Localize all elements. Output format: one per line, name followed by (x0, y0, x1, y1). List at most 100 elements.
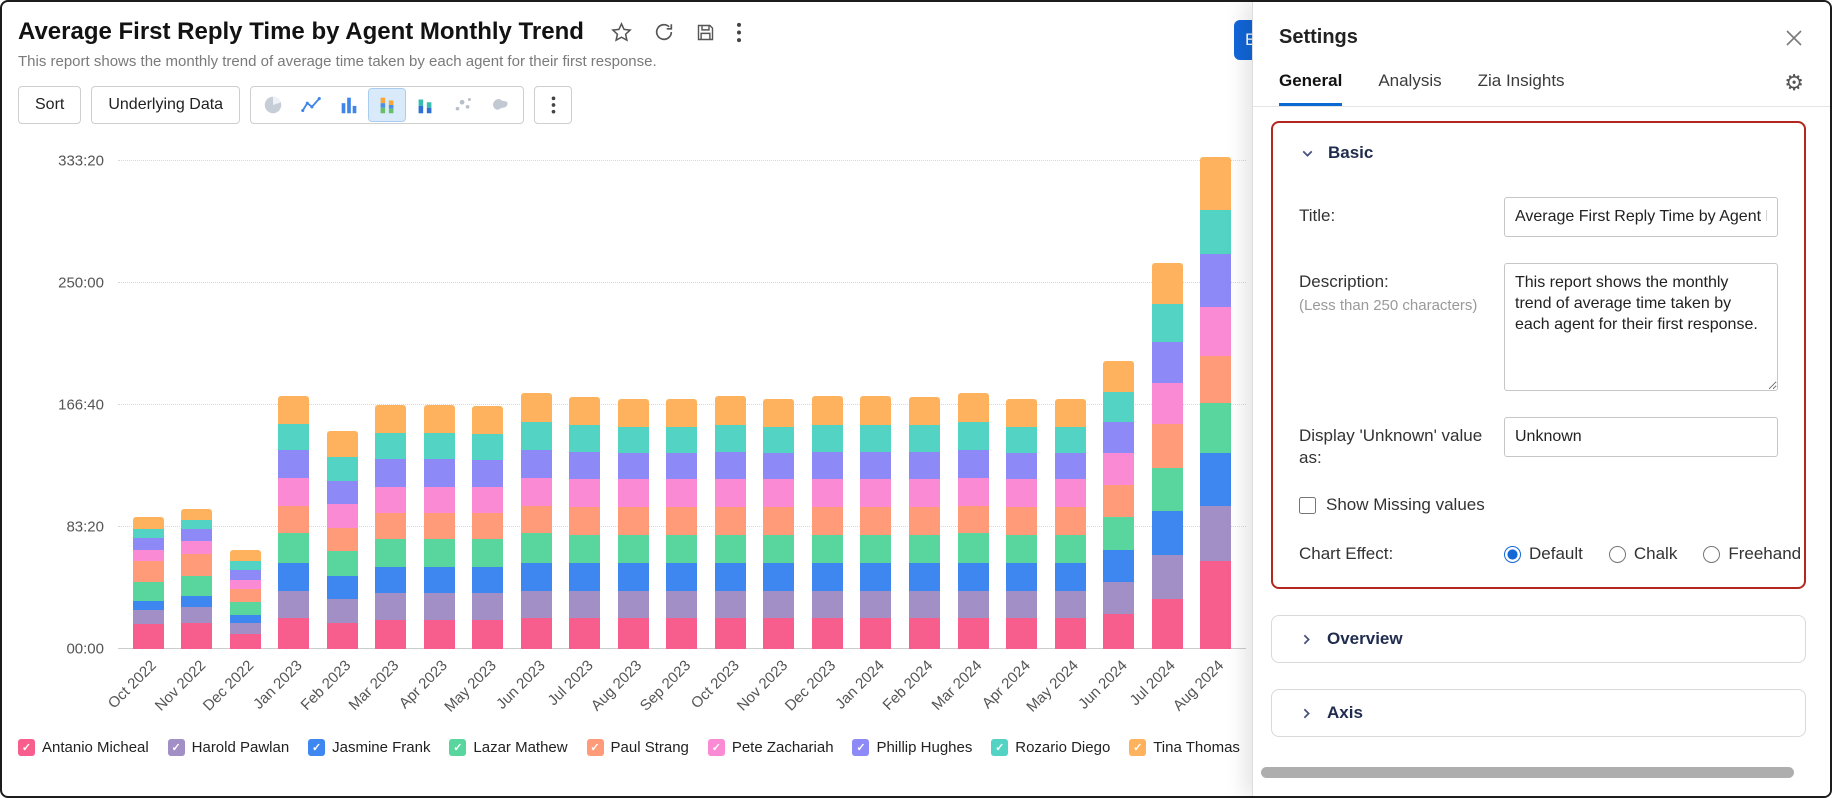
bar-segment[interactable] (423, 619, 455, 649)
bar-segment[interactable] (278, 562, 310, 591)
bar-segment[interactable] (569, 507, 601, 535)
bar-segment[interactable] (229, 615, 261, 623)
bar-segment[interactable] (229, 634, 261, 649)
bar-segment[interactable] (569, 451, 601, 480)
legend-item-phillip-hughes[interactable]: ✓ Phillip Hughes (852, 739, 972, 756)
bar-segment[interactable] (132, 624, 164, 649)
bar-segment[interactable] (1200, 306, 1232, 357)
bar-segment[interactable] (181, 540, 213, 554)
bar-segment[interactable] (909, 479, 940, 508)
stacked-bar-apr-2023[interactable] (423, 404, 455, 649)
bar-segment[interactable] (181, 606, 213, 623)
bar-segment[interactable] (326, 622, 358, 649)
bar-segment[interactable] (763, 426, 795, 454)
legend-item-antanio-micheal[interactable]: ✓ Antanio Micheal (18, 739, 149, 756)
bar-segment[interactable] (860, 590, 892, 619)
chart-effect-radio-freehand[interactable] (1703, 545, 1721, 563)
bar-segment[interactable] (472, 539, 504, 568)
bar-segment[interactable] (811, 507, 843, 535)
section-basic-header[interactable]: Basic (1299, 143, 1778, 163)
bar-segment[interactable] (957, 477, 989, 506)
bar-segment[interactable] (714, 395, 746, 426)
bar-segment[interactable] (811, 395, 843, 426)
bar-segment[interactable] (617, 479, 649, 508)
bar-segment[interactable] (860, 562, 892, 591)
bar-segment[interactable] (375, 513, 407, 540)
bar-segment[interactable] (132, 561, 164, 582)
bar-segment[interactable] (520, 618, 552, 649)
bar-segment[interactable] (326, 575, 358, 600)
bar-segment[interactable] (860, 479, 892, 508)
bar-segment[interactable] (520, 450, 552, 478)
bar-segment[interactable] (423, 404, 455, 433)
bar-segment[interactable] (1200, 209, 1232, 254)
bar-segment[interactable] (1200, 356, 1232, 404)
legend-item-tina-thomas[interactable]: ✓ Tina Thomas (1129, 739, 1240, 756)
bar-segment[interactable] (957, 450, 989, 478)
bar-segment[interactable] (909, 562, 940, 591)
bar-segment[interactable] (763, 590, 795, 619)
bar-segment[interactable] (714, 425, 746, 452)
bar-segment[interactable] (763, 618, 795, 649)
stacked-bar-dec-2022[interactable] (229, 549, 261, 649)
bar-segment[interactable] (569, 562, 601, 591)
bar-segment[interactable] (1103, 485, 1135, 518)
bar-segment[interactable] (860, 395, 892, 426)
bar-segment[interactable] (472, 619, 504, 649)
bar-segment[interactable] (375, 539, 407, 568)
bar-segment[interactable] (909, 534, 940, 563)
chart-effect-radio-default[interactable] (1504, 545, 1521, 563)
bar-segment[interactable] (132, 581, 164, 601)
bar-segment[interactable] (957, 392, 989, 423)
line-chart-icon[interactable] (293, 89, 329, 121)
bar-segment[interactable] (1006, 398, 1038, 427)
bar-segment[interactable] (763, 507, 795, 535)
stacked-bar-jan-2024[interactable] (860, 395, 892, 649)
save-icon[interactable] (695, 22, 716, 43)
legend-checkbox[interactable]: ✓ (586, 739, 604, 756)
bar-segment[interactable] (569, 618, 601, 649)
bar-segment[interactable] (472, 460, 504, 487)
bar-segment[interactable] (375, 619, 407, 649)
underlying-data-button[interactable]: Underlying Data (91, 86, 241, 124)
bar-segment[interactable] (811, 534, 843, 563)
bar-segment[interactable] (229, 570, 261, 581)
bar-segment[interactable] (909, 507, 940, 535)
bar-segment[interactable] (909, 425, 940, 452)
bar-segment[interactable] (569, 534, 601, 563)
bar-segment[interactable] (1200, 505, 1232, 562)
bar-segment[interactable] (666, 534, 698, 563)
chart-effect-option-freehand[interactable]: Freehand (1703, 544, 1801, 564)
show-missing-checkbox[interactable] (1299, 496, 1316, 514)
bar-segment[interactable] (229, 602, 261, 616)
map-chart-icon[interactable] (483, 89, 519, 121)
bar-segment[interactable] (617, 426, 649, 454)
stacked-bar-jan-2023[interactable] (278, 395, 310, 649)
bar-segment[interactable] (617, 562, 649, 591)
bar-segment[interactable] (520, 562, 552, 591)
legend-checkbox[interactable]: ✓ (449, 739, 467, 756)
bar-segment[interactable] (278, 505, 310, 534)
bar-segment[interactable] (1151, 511, 1183, 556)
bar-segment[interactable] (520, 505, 552, 534)
bar-segment[interactable] (714, 590, 746, 619)
bar-segment[interactable] (520, 422, 552, 451)
bar-segment[interactable] (326, 527, 358, 552)
bar-segment[interactable] (1151, 341, 1183, 383)
bar-segment[interactable] (132, 517, 164, 530)
bar-segment[interactable] (1054, 398, 1086, 427)
bar-segment[interactable] (229, 622, 261, 635)
bar-segment[interactable] (375, 458, 407, 487)
stacked-bar-may-2024[interactable] (1054, 398, 1086, 649)
bar-segment[interactable] (181, 508, 213, 521)
bar-segment[interactable] (1103, 581, 1135, 614)
stacked-bar-nov-2023[interactable] (763, 398, 795, 649)
bar-segment[interactable] (763, 534, 795, 563)
bar-segment[interactable] (1006, 479, 1038, 508)
bar-segment[interactable] (957, 422, 989, 451)
bar-segment[interactable] (1054, 426, 1086, 454)
bar-segment[interactable] (1054, 534, 1086, 563)
bar-segment[interactable] (666, 618, 698, 649)
chart-effect-option-chalk[interactable]: Chalk (1608, 544, 1677, 564)
display-unknown-input[interactable] (1504, 417, 1778, 457)
